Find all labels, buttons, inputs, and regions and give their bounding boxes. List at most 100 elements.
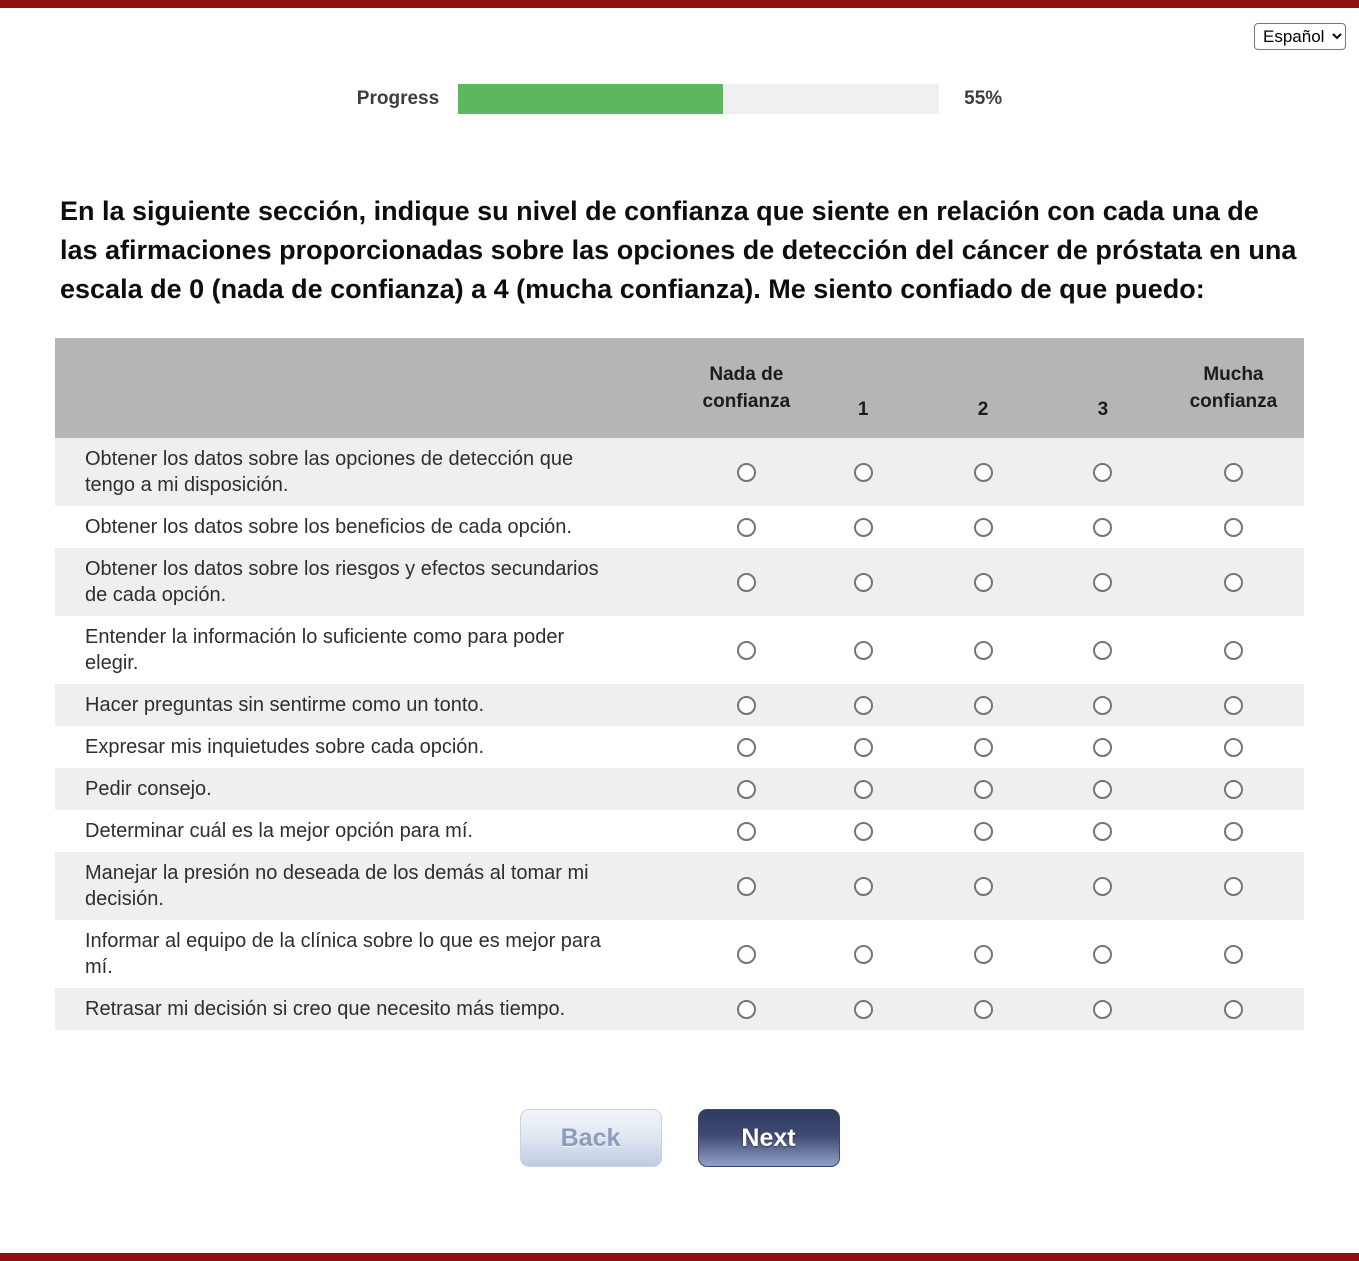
column-header-5: Mucha confianza [1162, 338, 1304, 438]
radio-row8-opt1[interactable] [853, 821, 873, 841]
radio-row10-opt4[interactable] [1223, 944, 1243, 964]
radio-row1-opt4[interactable] [1223, 462, 1243, 482]
statement-text: Obtener los datos sobre los riesgos y ef… [55, 548, 690, 616]
radio-row6-opt4[interactable] [1223, 737, 1243, 757]
radio-row3-opt1[interactable] [853, 572, 873, 592]
table-row: Obtener los datos sobre los riesgos y ef… [55, 548, 1304, 616]
radio-row1-opt0[interactable] [736, 462, 756, 482]
confidence-grid-wrap: Nada de confianza 1 2 3 Mucha confianza Obte… [55, 338, 1304, 1030]
table-row: Hacer preguntas sin sentirme como un ton… [55, 684, 1304, 726]
radio-row6-opt2[interactable] [973, 737, 993, 757]
radio-row11-opt0[interactable] [736, 999, 756, 1019]
radio-row2-opt1[interactable] [853, 517, 873, 537]
radio-row7-opt0[interactable] [736, 779, 756, 799]
radio-row9-opt0[interactable] [736, 876, 756, 896]
statement-text: Retrasar mi decisión si creo que necesit… [55, 988, 690, 1030]
radio-row9-opt4[interactable] [1223, 876, 1243, 896]
radio-row8-opt2[interactable] [973, 821, 993, 841]
radio-row3-opt2[interactable] [973, 572, 993, 592]
radio-row2-opt2[interactable] [973, 517, 993, 537]
radio-row6-opt0[interactable] [736, 737, 756, 757]
table-row: Manejar la presión no deseada de los dem… [55, 852, 1304, 920]
table-row: Pedir consejo. [55, 768, 1304, 810]
radio-row7-opt4[interactable] [1223, 779, 1243, 799]
progress-bar [458, 84, 940, 114]
radio-row10-opt3[interactable] [1093, 944, 1113, 964]
radio-row11-opt2[interactable] [973, 999, 993, 1019]
statement-text: Obtener los datos sobre las opciones de … [55, 438, 690, 506]
radio-row10-opt1[interactable] [853, 944, 873, 964]
progress-label: Progress [356, 88, 440, 109]
table-row: Obtener los datos sobre las opciones de … [55, 438, 1304, 506]
table-row: Expresar mis inquietudes sobre cada opci… [55, 726, 1304, 768]
radio-row1-opt2[interactable] [973, 462, 993, 482]
radio-row8-opt0[interactable] [736, 821, 756, 841]
language-select[interactable]: Español [1254, 23, 1346, 50]
radio-row5-opt4[interactable] [1223, 695, 1243, 715]
confidence-table: Nada de confianza 1 2 3 Mucha confianza Obte… [55, 338, 1304, 1030]
radio-row5-opt3[interactable] [1093, 695, 1113, 715]
radio-row11-opt1[interactable] [853, 999, 873, 1019]
statement-text: Obtener los datos sobre los beneficios d… [55, 506, 690, 548]
statement-text: Hacer preguntas sin sentirme como un ton… [55, 684, 690, 726]
radio-row5-opt1[interactable] [853, 695, 873, 715]
instructions-heading: En la siguiente sección, indique su nive… [60, 196, 1297, 304]
radio-row9-opt3[interactable] [1093, 876, 1113, 896]
statement-text: Pedir consejo. [55, 768, 690, 810]
top-accent-bar [0, 0, 1359, 8]
progress-fill [458, 84, 723, 114]
language-row: Español [0, 8, 1359, 50]
table-header: Nada de confianza 1 2 3 Mucha confianza [55, 338, 1304, 438]
radio-row9-opt1[interactable] [853, 876, 873, 896]
radio-row5-opt2[interactable] [973, 695, 993, 715]
column-header-statement [55, 338, 690, 438]
radio-row8-opt3[interactable] [1093, 821, 1113, 841]
radio-row1-opt1[interactable] [853, 462, 873, 482]
statement-text: Expresar mis inquietudes sobre cada opci… [55, 726, 690, 768]
table-row: Entender la información lo suficiente co… [55, 616, 1304, 684]
table-row: Obtener los datos sobre los beneficios d… [55, 506, 1304, 548]
radio-row3-opt3[interactable] [1093, 572, 1113, 592]
column-header-3: 2 [923, 338, 1043, 438]
navigation-buttons: Back Next [0, 1109, 1359, 1167]
radio-row2-opt3[interactable] [1093, 517, 1113, 537]
radio-row8-opt4[interactable] [1223, 821, 1243, 841]
column-header-2: 1 [803, 338, 924, 438]
radio-row1-opt3[interactable] [1093, 462, 1113, 482]
radio-row4-opt1[interactable] [853, 640, 873, 660]
bottom-accent-bar [0, 1253, 1359, 1261]
back-button[interactable]: Back [519, 1109, 662, 1167]
statement-text: Manejar la presión no deseada de los dem… [55, 852, 690, 920]
radio-row4-opt0[interactable] [736, 640, 756, 660]
statement-text: Determinar cuál es la mejor opción para … [55, 810, 690, 852]
statement-text: Informar al equipo de la clínica sobre l… [55, 920, 690, 988]
radio-row2-opt4[interactable] [1223, 517, 1243, 537]
radio-row2-opt0[interactable] [736, 517, 756, 537]
radio-row4-opt4[interactable] [1223, 640, 1243, 660]
table-row: Informar al equipo de la clínica sobre l… [55, 920, 1304, 988]
column-header-4: 3 [1042, 338, 1163, 438]
radio-row4-opt2[interactable] [973, 640, 993, 660]
radio-row11-opt3[interactable] [1093, 999, 1113, 1019]
statement-text: Entender la información lo suficiente co… [55, 616, 690, 684]
table-row: Retrasar mi decisión si creo que necesit… [55, 988, 1304, 1030]
progress-percent: 55% [964, 88, 1003, 109]
radio-row9-opt2[interactable] [973, 876, 993, 896]
radio-row4-opt3[interactable] [1093, 640, 1113, 660]
radio-row10-opt0[interactable] [736, 944, 756, 964]
progress-section: Progress 55% [0, 84, 1359, 114]
radio-row7-opt1[interactable] [853, 779, 873, 799]
radio-row7-opt3[interactable] [1093, 779, 1113, 799]
radio-row6-opt3[interactable] [1093, 737, 1113, 757]
next-button[interactable]: Next [697, 1109, 840, 1167]
table-row: Determinar cuál es la mejor opción para … [55, 810, 1304, 852]
radio-row6-opt1[interactable] [853, 737, 873, 757]
column-header-1: Nada de confianza [689, 338, 804, 438]
radio-row7-opt2[interactable] [973, 779, 993, 799]
radio-row10-opt2[interactable] [973, 944, 993, 964]
radio-row3-opt4[interactable] [1223, 572, 1243, 592]
radio-row11-opt4[interactable] [1223, 999, 1243, 1019]
radio-row3-opt0[interactable] [736, 572, 756, 592]
radio-row5-opt0[interactable] [736, 695, 756, 715]
